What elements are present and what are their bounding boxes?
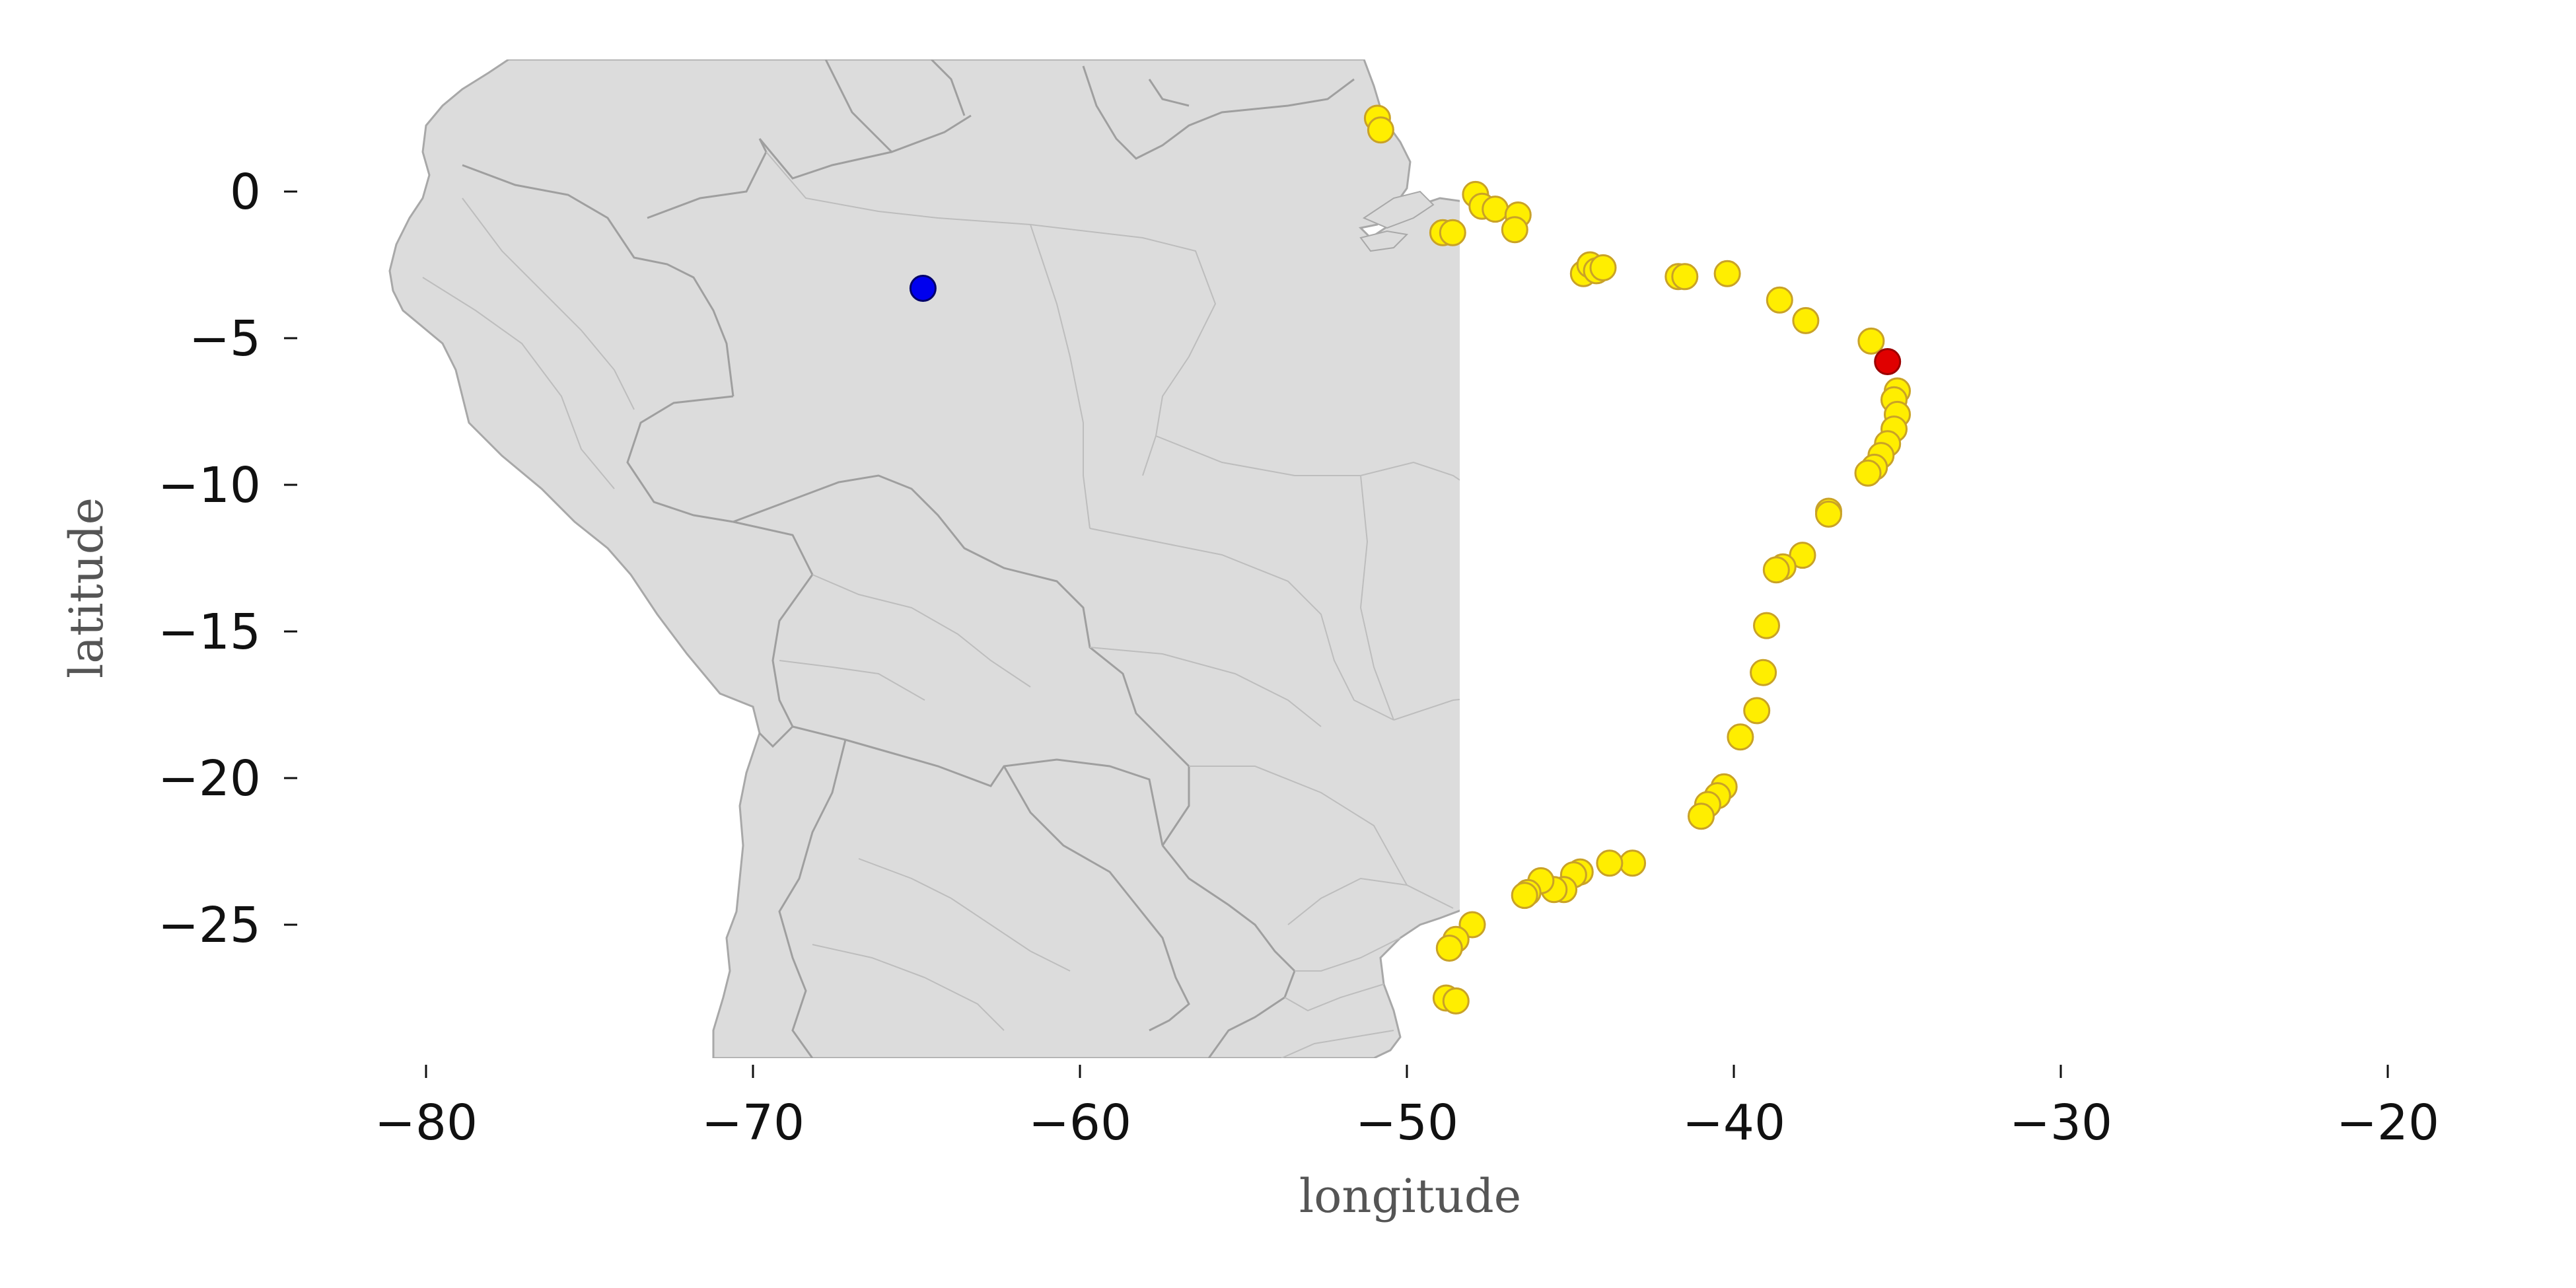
location-point	[1750, 659, 1777, 686]
location-point	[1713, 260, 1741, 287]
x-tick-label: −40	[1682, 1094, 1785, 1151]
location-point	[1367, 116, 1394, 144]
x-tick-label: −20	[2336, 1094, 2439, 1151]
y-axis: 0 −5 −10 −15 −20 −25	[158, 164, 297, 954]
location-point	[1619, 849, 1647, 877]
location-point	[1789, 542, 1816, 569]
y-tick-label: −25	[158, 897, 261, 954]
location-point	[1671, 263, 1699, 291]
y-tick-label: −20	[158, 750, 261, 807]
x-tick-label: −60	[1028, 1094, 1131, 1151]
x-tick-label: −50	[1355, 1094, 1458, 1151]
location-point	[909, 275, 937, 302]
location-point	[1753, 612, 1780, 639]
location-point	[1762, 556, 1790, 584]
country-borders	[462, 59, 1355, 1058]
basemap	[388, 59, 1460, 1058]
y-axis-label: latitude	[59, 497, 114, 678]
y-tick-label: −10	[158, 457, 261, 514]
x-tick-label: −70	[701, 1094, 805, 1151]
state-borders	[422, 151, 1460, 1058]
x-axis-label: longitude	[1299, 1169, 1521, 1223]
location-point	[1589, 254, 1617, 281]
location-point	[1442, 987, 1470, 1015]
location-point	[1435, 935, 1463, 962]
location-point	[1511, 882, 1538, 910]
location-point	[1596, 849, 1624, 877]
points-layer	[909, 104, 1911, 1015]
y-tick-label: −15	[158, 604, 261, 661]
location-point	[1482, 196, 1509, 223]
south-america-land	[388, 59, 1460, 1058]
location-point	[1766, 286, 1793, 314]
location-point	[1815, 500, 1842, 528]
x-tick-label: −30	[2009, 1094, 2112, 1151]
y-tick-label: −5	[189, 310, 261, 367]
location-point	[1743, 697, 1771, 725]
x-tick-label: −80	[375, 1094, 478, 1151]
location-point	[1439, 219, 1466, 246]
y-tick-label: 0	[230, 164, 261, 221]
location-point	[1854, 459, 1882, 487]
x-axis: −80 −70 −60 −50 −40 −30 −20	[375, 1065, 2439, 1151]
location-point	[1688, 803, 1715, 830]
location-point	[1792, 306, 1820, 334]
location-point	[1857, 327, 1885, 355]
location-point	[1874, 348, 1902, 375]
location-point	[1727, 723, 1754, 751]
amazon-delta	[1359, 190, 1435, 252]
location-point	[1501, 216, 1528, 244]
